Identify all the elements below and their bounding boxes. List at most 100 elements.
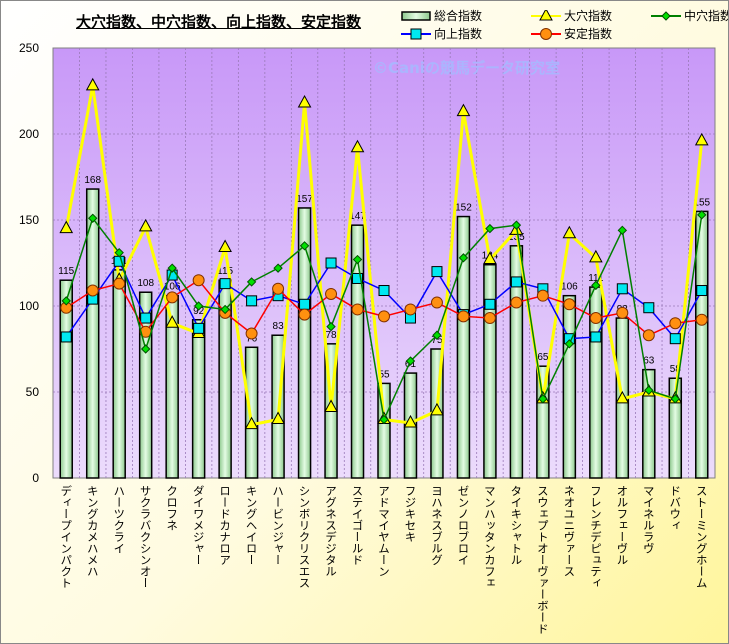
chart-title: 大穴指数、中穴指数、向上指数、安定指数: [76, 13, 362, 31]
bar-value-label: 55: [378, 369, 390, 380]
circle-marker: [298, 308, 311, 321]
diamond-marker: [670, 394, 680, 404]
square-marker: [140, 312, 152, 324]
x-tick-label: キングヘイロー: [244, 485, 259, 566]
y-tick-label: 250: [19, 41, 39, 55]
x-tick-label: ハーツクライ: [112, 485, 127, 554]
x-tick-label: ゼンノロブロイ: [456, 485, 471, 566]
square-marker: [60, 331, 72, 343]
bar-value-label: 168: [84, 175, 101, 186]
triangle-marker: [297, 94, 312, 108]
x-tick-label: ステイゴールド: [350, 485, 365, 566]
square-marker: [193, 322, 205, 334]
bar: [244, 346, 259, 479]
legend-label: 総合指数: [434, 9, 483, 23]
bar: [59, 279, 73, 479]
x-tick-label: キングカメハメハ: [85, 485, 100, 577]
y-tick-label: 100: [19, 299, 39, 313]
square-marker: [378, 285, 390, 297]
legend-label: 向上指数: [434, 27, 483, 41]
square-marker: [696, 285, 708, 297]
square-marker: [352, 272, 364, 284]
triangle-marker: [403, 414, 418, 428]
x-tick-label: ヨハネスブルグ: [429, 485, 444, 566]
legend-item: 安定指数: [531, 25, 612, 42]
bar-value-label: 147: [349, 211, 366, 222]
bar: [350, 224, 365, 479]
bar: [642, 368, 656, 479]
triangle-marker: [456, 103, 471, 117]
circle-marker: [589, 312, 602, 325]
legend-label: 中穴指数: [684, 9, 729, 23]
diamond-marker: [644, 385, 654, 395]
legend-item: 大穴指数: [531, 7, 612, 24]
diamond-marker: [193, 301, 204, 311]
x-tick-label: ドバウィ: [668, 485, 683, 531]
circle-marker: [616, 306, 629, 319]
triangle-marker: [59, 220, 74, 234]
diamond-marker: [379, 414, 389, 425]
diamond-marker: [326, 321, 336, 332]
x-tick-label: オルフェーヴル: [615, 485, 630, 566]
circle-marker: [457, 310, 470, 323]
triangle-marker: [350, 139, 365, 153]
diamond-marker: [458, 253, 469, 263]
square-marker: [510, 276, 522, 288]
diamond-marker: [61, 296, 71, 306]
triangle-marker: [324, 399, 338, 412]
circle-marker: [536, 289, 549, 302]
square-marker: [484, 298, 496, 310]
circle-marker: [245, 327, 258, 340]
triangle-marker: [694, 132, 709, 146]
square-marker: [410, 28, 422, 39]
circle-marker: [351, 303, 364, 316]
legend-swatch-icon: [401, 10, 431, 21]
triangle-marker: [615, 390, 630, 404]
bar: [112, 269, 126, 479]
bar-value-label: 152: [455, 203, 472, 214]
diamond-marker: [114, 247, 124, 258]
diamond-marker: [485, 223, 495, 234]
x-tick-label: フジキセキ: [403, 485, 418, 543]
x-tick-label: ロードカナロア: [218, 485, 233, 566]
legend-item: 向上指数: [401, 25, 482, 42]
x-tick-label: タイキシャトル: [509, 485, 524, 566]
bar-value-label: 92: [193, 306, 205, 317]
triangle-marker: [271, 411, 285, 425]
legend-label: 安定指数: [564, 27, 613, 41]
series-circle: [60, 274, 708, 342]
diamond-marker: [564, 339, 575, 349]
circle-marker: [540, 27, 552, 40]
square-marker: [325, 257, 337, 269]
bar: [297, 207, 312, 479]
diamond-marker: [88, 213, 98, 223]
diamond-marker: [273, 263, 283, 273]
triangle-marker: [165, 315, 180, 328]
x-tick-label: ストーミングホーム: [694, 485, 709, 589]
diamond-marker: [617, 225, 628, 236]
triangle-marker: [430, 402, 444, 416]
bar-value-label: 106: [164, 282, 181, 293]
circle-marker: [642, 329, 655, 342]
square-marker: [431, 266, 443, 278]
legend-item: 中穴指数: [651, 7, 729, 24]
legend-swatch-icon: [531, 27, 561, 40]
x-tick-label: アドマイヤムーン: [377, 485, 391, 577]
x-tick-label: マイネルラヴ: [641, 485, 656, 554]
y-tick-label: 200: [19, 127, 39, 141]
circle-marker: [113, 277, 126, 290]
x-tick-label: シンボリクリスエス: [297, 485, 312, 589]
bar-value-label: 115: [58, 266, 74, 277]
diamond-marker: [591, 280, 601, 291]
y-tick-label: 150: [19, 213, 39, 227]
circle-marker: [192, 274, 205, 287]
bar: [536, 365, 550, 479]
circle-marker: [483, 312, 496, 325]
bar-value-label: 83: [273, 321, 285, 332]
circle-marker: [86, 284, 99, 297]
square-marker: [643, 302, 655, 314]
x-tick-label: アグネスデジタル: [324, 485, 339, 577]
diamond-marker: [167, 263, 177, 273]
